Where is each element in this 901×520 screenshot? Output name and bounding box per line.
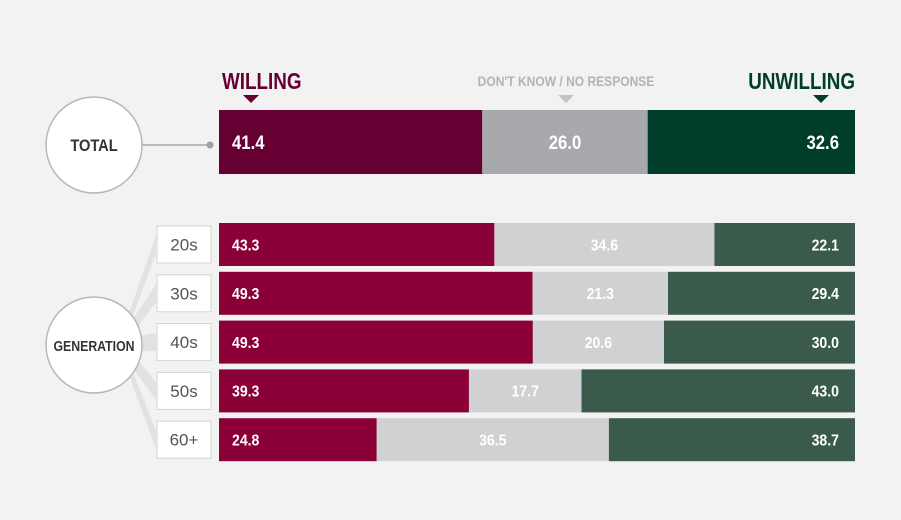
header-unwilling-arrow <box>813 95 829 103</box>
total-connector-dot <box>206 141 214 149</box>
row-40s-segment-unwilling <box>664 320 855 364</box>
generation-label-40s: 40s <box>170 333 197 352</box>
row-60+-value-willing: 24.8 <box>232 432 259 450</box>
generation-label-box-50s <box>156 371 212 410</box>
row-20s-segment-dont-know <box>494 223 715 266</box>
row-60+-segment-dont-know <box>376 418 609 462</box>
header-unwilling: UNWILLING <box>748 69 855 94</box>
generation-label-box-30s <box>156 274 212 313</box>
row-60+-value-unwilling: 38.7 <box>812 432 839 450</box>
row-40s-segment-dont-know <box>532 320 665 364</box>
generation-label-box-20s <box>156 225 212 264</box>
total-value-willing: 41.4 <box>232 132 265 153</box>
total-value-unwilling: 32.6 <box>806 132 839 153</box>
row-30s-value-willing: 49.3 <box>232 285 259 303</box>
row-20s-value-dont-know: 34.6 <box>591 236 618 254</box>
generation-label-60+: 60+ <box>170 431 199 450</box>
header-willing: WILLING <box>222 69 302 94</box>
row-50s-value-unwilling: 43.0 <box>812 383 839 401</box>
row-20s-segment-unwilling <box>714 223 855 266</box>
row-50s-value-dont-know: 17.7 <box>512 383 539 401</box>
row-20s-value-willing: 43.3 <box>232 236 259 254</box>
row-30s-value-dont-know: 21.3 <box>587 285 614 303</box>
generation-label-50s: 50s <box>170 382 197 401</box>
total-value-dont-know: 26.0 <box>549 132 582 153</box>
row-40s-value-unwilling: 30.0 <box>812 334 839 352</box>
row-30s-segment-willing <box>219 271 533 315</box>
row-60+-segment-unwilling <box>608 418 855 462</box>
row-50s-segment-unwilling <box>581 369 855 413</box>
header-willing-arrow <box>243 95 259 103</box>
header-dont-know: DON'T KNOW / NO RESPONSE <box>478 73 655 89</box>
row-50s-value-willing: 39.3 <box>232 383 259 401</box>
row-50s-segment-willing <box>219 369 469 413</box>
total-circle-label: TOTAL <box>70 137 118 155</box>
row-30s-value-unwilling: 29.4 <box>812 285 840 303</box>
generation-circle-label: GENERATION <box>53 338 134 354</box>
row-50s-segment-dont-know <box>468 369 582 413</box>
generation-label-box-60+ <box>156 420 212 459</box>
generation-labels: 20s 30s 40s 50s 60+ <box>156 225 212 459</box>
generation-label-30s: 30s <box>170 284 197 303</box>
row-20s-value-unwilling: 22.1 <box>812 236 839 254</box>
row-40s-segment-willing <box>219 320 533 364</box>
total-segment-unwilling <box>647 110 855 174</box>
row-30s-segment-dont-know <box>532 271 669 315</box>
total-segment-willing <box>219 110 483 174</box>
row-20s-segment-willing <box>219 223 495 266</box>
row-60+-value-dont-know: 36.5 <box>479 432 506 450</box>
generation-label-20s: 20s <box>170 236 197 255</box>
generation-circle: GENERATION <box>45 296 143 394</box>
generation-label-box-40s <box>156 323 212 362</box>
row-30s-segment-unwilling <box>668 271 855 315</box>
row-40s-value-willing: 49.3 <box>232 334 259 352</box>
total-segment-dont-know <box>482 110 648 174</box>
total-circle: TOTAL <box>45 96 143 194</box>
row-40s-value-dont-know: 20.6 <box>585 334 612 352</box>
header-dont-know-arrow <box>558 95 574 103</box>
row-60+-segment-willing <box>219 418 377 462</box>
bars-layer: 41.4 26.0 32.6 43.3 34.6 22.1 49.3 21.3 29.4 49.3… <box>219 110 855 462</box>
